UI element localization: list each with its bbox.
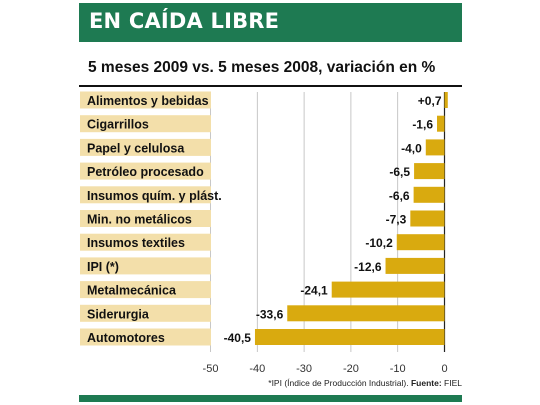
- bars: [254, 92, 448, 345]
- category-label: Automotores: [87, 331, 165, 345]
- value-label: -10,2: [365, 236, 393, 250]
- category-label-bg: [80, 281, 211, 299]
- category-label: Min. no metálicos: [87, 213, 192, 227]
- bar: [425, 139, 445, 156]
- category-label-backgrounds: [80, 91, 211, 346]
- source-name: FIEL: [444, 378, 462, 388]
- x-tick-label: -30: [296, 363, 312, 375]
- category-label: IPI (*): [87, 260, 119, 274]
- category-label: Insumos textiles: [87, 236, 185, 250]
- category-label: Cigarrillos: [87, 118, 149, 132]
- bottom-bar: [79, 395, 462, 402]
- bar: [287, 305, 445, 322]
- value-label: -40,5: [224, 331, 252, 345]
- x-tick-labels: -50 -40 -30 -20 -10 0: [203, 363, 448, 375]
- value-label: -7,3: [386, 213, 407, 227]
- value-label: -6,6: [389, 189, 410, 203]
- category-label-bg: [80, 91, 211, 109]
- value-label: -4,0: [401, 141, 422, 155]
- bar: [414, 163, 445, 180]
- x-tick-label: -50: [203, 363, 219, 375]
- value-labels: +0,7 -1,6 -4,0 -6,5 -6,6 -7,3 -10,2 -12,6 -24,1 -…: [224, 94, 442, 345]
- category-label: Alimentos y bebidas: [87, 94, 209, 108]
- category-label: Petróleo procesado: [87, 165, 204, 179]
- category-label-bg: [80, 233, 211, 251]
- bar: [410, 210, 445, 227]
- chart-subtitle: 5 meses 2009 vs. 5 meses 2008, variación…: [88, 59, 436, 76]
- category-label-bg: [80, 304, 211, 322]
- x-tick-label: 0: [441, 363, 447, 375]
- footnote-text: *IPI (Índice de Producción Industrial).: [268, 378, 409, 388]
- category-label-bg: [80, 186, 211, 204]
- value-label: -33,6: [256, 307, 284, 321]
- category-label: Insumos quím. y plást.: [87, 189, 222, 203]
- x-tick-label: -10: [390, 363, 406, 375]
- bar: [437, 115, 445, 132]
- bar: [444, 92, 448, 108]
- title-banner: EN CAÍDA LIBRE: [79, 3, 462, 42]
- category-label-bg: [80, 138, 211, 156]
- category-label: Metalmecánica: [87, 284, 177, 298]
- category-label-bg: [80, 162, 211, 180]
- value-label: -24,1: [300, 284, 328, 298]
- value-label: -6,5: [389, 165, 410, 179]
- x-tick-label: -40: [249, 363, 265, 375]
- bar: [413, 186, 445, 203]
- subtitle-rule: [79, 85, 462, 87]
- bar: [396, 234, 445, 251]
- category-label-bg: [80, 210, 211, 227]
- x-tick-label: -20: [343, 363, 359, 375]
- value-label: -1,6: [412, 118, 433, 132]
- category-labels: Alimentos y bebidas Cigarrillos Papel y ce…: [87, 94, 222, 345]
- value-label: +0,7: [418, 94, 442, 108]
- category-label-bg: [80, 257, 211, 275]
- chart-title: EN CAÍDA LIBRE: [89, 9, 280, 33]
- category-label: Siderurgia: [87, 307, 150, 321]
- footnote: *IPI (Índice de Producción Industrial). …: [268, 378, 462, 388]
- bar: [331, 281, 445, 298]
- value-label: -12,6: [354, 260, 382, 274]
- category-label-bg: [80, 115, 211, 133]
- bar: [254, 329, 445, 345]
- category-label: Papel y celulosa: [87, 141, 185, 155]
- category-label-bg: [80, 328, 211, 346]
- bar: [385, 257, 445, 274]
- source-label: Fuente:: [410, 378, 442, 388]
